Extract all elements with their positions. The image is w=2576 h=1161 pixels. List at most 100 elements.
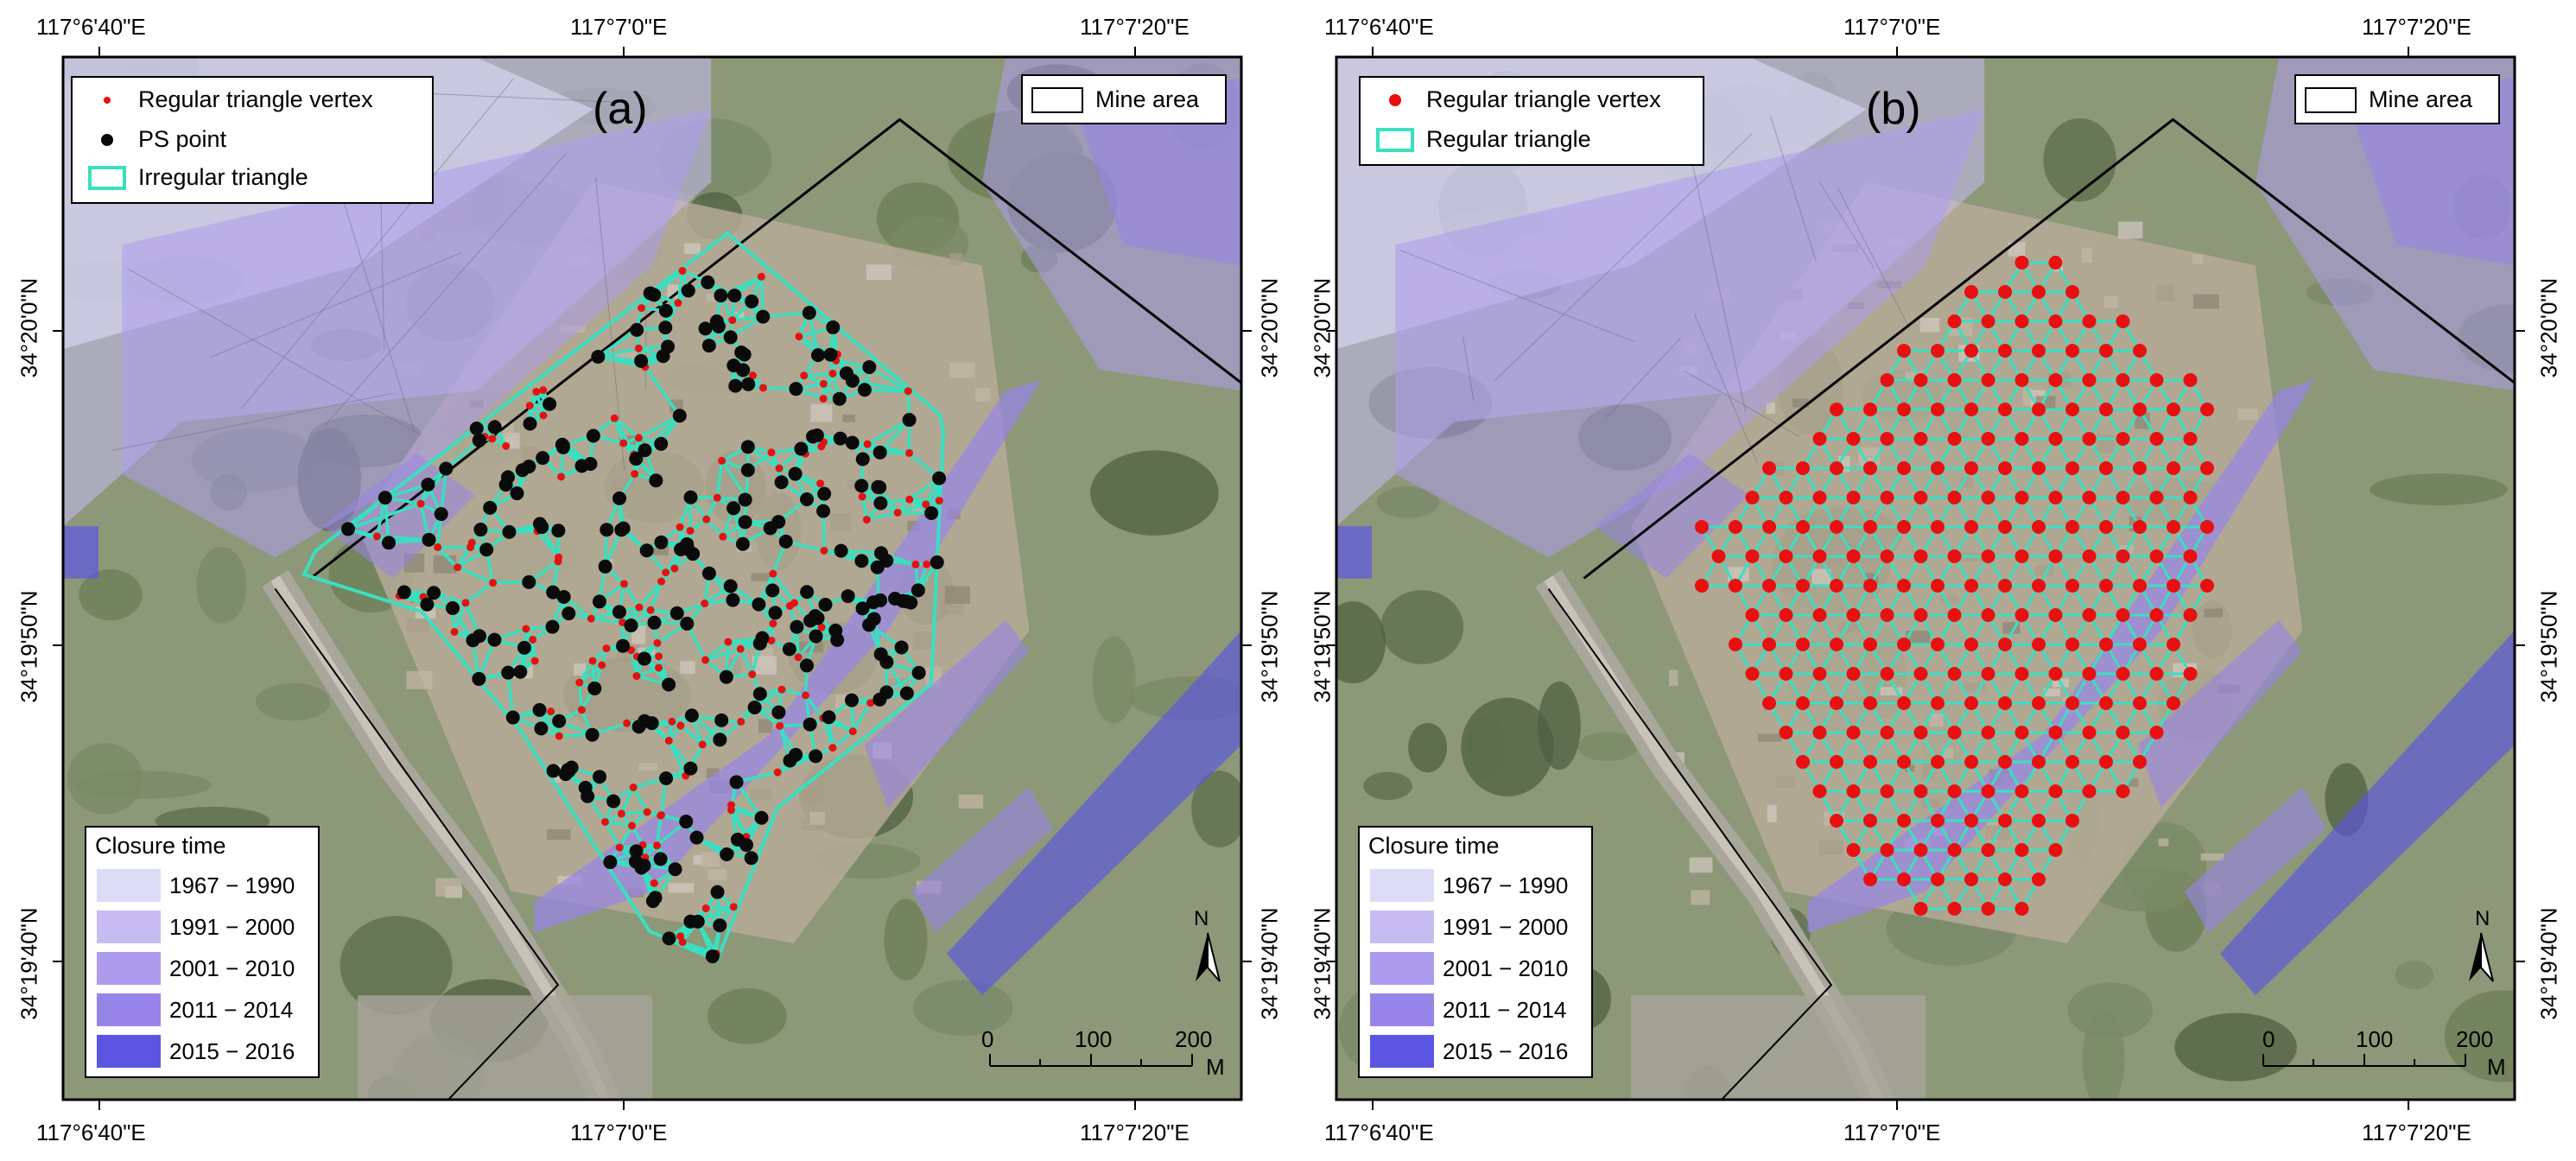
ps-point [556,589,571,604]
ps-point [834,543,848,558]
irregular-triangle-edge [621,810,648,815]
building [1959,477,1973,488]
ps-point [710,885,725,899]
regular-triangle-vertex [1998,638,2012,651]
ps-point [634,353,649,368]
lon-label-mid-bottom-b: 117°7'0"E [1843,1120,1941,1145]
ps-point [644,716,659,731]
irregular-triangle-edge [781,688,806,697]
ps-point [681,283,695,298]
building [1792,398,1810,408]
ps-point [562,606,576,621]
building [2103,295,2118,308]
regular-triangle-vertex [525,402,534,410]
ps-point [899,594,914,609]
regular-triangle-vertex [434,542,442,551]
ps-point [434,507,448,522]
building [2118,221,2143,239]
lon-label-left-bottom-b: 117°6'40"E [1324,1120,1434,1145]
regular-triangle-vertex [1981,549,1995,563]
building [1839,622,1862,633]
irregular-triangle-edge [735,781,763,819]
parcel-line [380,200,385,351]
regular-triangle-vertex [1913,667,1928,681]
regular-triangle-vertex [2133,403,2147,416]
regular-triangle-vertex [1729,579,1742,593]
building [1767,804,1777,822]
regular-triangle-vertex [1880,608,1894,622]
regular-triangle-vertex [1846,549,1861,563]
regular-triangle-vertex [1981,726,1995,739]
ps-point [823,347,838,362]
regular-triangle-vertex [2082,549,2097,563]
regular-triangle-vertex [602,644,611,653]
vegetation-patch [1577,732,1639,761]
ps-point [734,345,749,359]
irregular-triangle-edge [464,581,494,605]
regular-triangle-vertex [619,580,628,588]
regular-triangle-vertex [923,560,931,568]
regular-triangle-vertex [1779,491,1793,504]
regular-triangle-vertex [2200,461,2214,475]
building [1929,713,1944,727]
ps-point [612,491,627,505]
regular-triangle-vertex [1981,608,1995,622]
closure-zone [2350,78,2515,266]
parcel-line [1605,337,1682,418]
ps-point [439,461,454,476]
ps-point [586,428,600,443]
mine-area-swatch-icon [2305,86,2357,113]
regular-triangle-vertex [1762,638,1776,651]
regular-triangle-vertex [1947,432,1962,446]
ps-point [833,431,847,446]
building [758,719,773,733]
regular-triangle-vertex [2116,314,2130,328]
regular-triangle-vertex [638,304,646,313]
regular-triangle-vertex [657,810,666,819]
closure-item-4-b: 2011 − 2014 [1370,993,1566,1026]
regular-triangle-vertex [1964,755,1978,769]
ps-point [754,810,769,825]
irregular-triangle-edge [384,497,390,543]
ps-point [738,515,752,530]
regular-triangle-vertex [2167,638,2180,651]
irregular-triangle-edge [739,648,754,676]
ps-point [816,504,831,518]
building [944,586,970,604]
regular-triangle-vertex [904,387,912,396]
closure-zone [1596,453,1749,579]
regular-triangle-vertex [1796,461,1810,475]
vegetation-patch [1408,722,1448,773]
regular-triangle-vertex [2032,638,2046,651]
regular-triangle-vertex [1762,696,1776,710]
regular-triangle-vertex [713,493,721,502]
ps-point [523,416,537,431]
ps-point [672,409,687,423]
ps-point [832,391,847,406]
regular-triangle-vertex [1931,696,1945,710]
scale-tick-100-a: 100 [1075,1026,1113,1052]
ps-point [517,640,531,655]
regular-triangle-vertex [676,932,685,941]
ps-point [616,638,631,653]
legend-item-vertex-a: Regular triangle vertex [88,86,373,113]
ps-point [806,429,821,444]
irregular-triangle-edge [578,682,584,710]
ps-point [501,665,516,680]
regular-triangle-vertex [905,448,914,457]
building [734,311,745,320]
regular-triangle-vertex [2116,491,2130,504]
building [803,786,823,805]
regular-triangle-vertex [628,822,637,830]
regular-triangle-vertex [702,515,711,523]
regular-triangle-vertex [1998,579,2012,593]
regular-triangle-vertex [1830,461,1843,475]
regular-triangle-vertex [2099,461,2113,475]
parcel-line [209,251,463,358]
irregular-triangle-edge [720,460,748,498]
map-border-a [61,55,1243,1101]
irregular-triangle-edge [705,647,741,662]
lon-label-right-bottom: 117°7'20"E [1080,1120,1190,1145]
regular-triangle-vertex [1779,726,1793,739]
regular-triangle-vertex [2014,256,2029,270]
